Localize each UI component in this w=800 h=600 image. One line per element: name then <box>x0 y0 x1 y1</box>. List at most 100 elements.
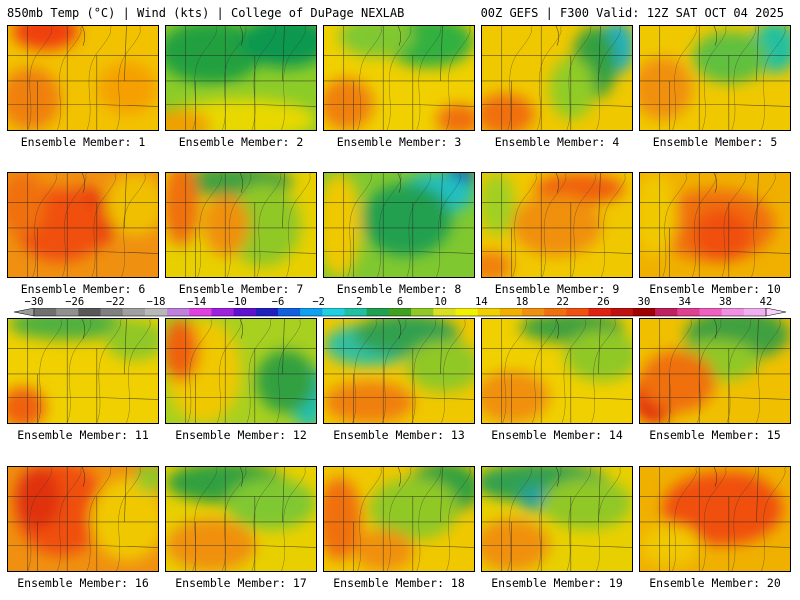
colorbar-swatch <box>677 308 700 316</box>
colorbar-swatch <box>233 308 257 316</box>
temperature-map <box>323 172 475 278</box>
ensemble-member-label: Ensemble Member: 7 <box>178 282 304 296</box>
state-boundaries <box>640 467 790 571</box>
colorbar-tick-label: 14 <box>475 296 488 308</box>
ensemble-panel-8: Ensemble Member: 8 <box>323 172 475 296</box>
temperature-region <box>256 350 316 413</box>
ensemble-panel-10: Ensemble Member: 10 <box>639 172 791 296</box>
temperature-region <box>226 477 316 530</box>
wind-contours <box>352 319 467 423</box>
state-boundaries <box>166 319 316 423</box>
colorbar-tick-label: −10 <box>227 296 247 308</box>
temperature-region <box>15 467 61 530</box>
ensemble-member-label: Ensemble Member: 19 <box>491 576 623 590</box>
colorbar-swatch <box>411 308 434 316</box>
state-boundaries <box>482 173 632 277</box>
ensemble-member-label: Ensemble Member: 16 <box>17 576 149 590</box>
wind-contours <box>347 173 462 277</box>
wind-contours <box>192 26 307 130</box>
ensemble-member-label: Ensemble Member: 18 <box>333 576 465 590</box>
state-boundaries <box>640 173 790 277</box>
ensemble-panel-11: Ensemble Member: 11 <box>7 318 159 442</box>
state-boundaries <box>166 173 316 277</box>
ensemble-member-label: Ensemble Member: 2 <box>178 135 304 149</box>
temperature-region <box>640 350 715 413</box>
colorbar-tick-label: −22 <box>105 296 125 308</box>
colorbar-swatch <box>300 308 323 316</box>
temperature-region <box>564 329 632 382</box>
colorbar-swatch <box>189 308 212 316</box>
colorbar-swatch <box>433 308 456 316</box>
colorbar-swatch <box>78 308 102 316</box>
colorbar-tick-label: −26 <box>65 296 85 308</box>
ensemble-member-label: Ensemble Member: 12 <box>175 428 307 442</box>
ensemble-panel-9: Ensemble Member: 9 <box>481 172 633 296</box>
temperature-region <box>662 472 783 545</box>
temperature-region <box>512 193 602 257</box>
colorbar-swatch <box>167 308 190 316</box>
temperature-region <box>640 173 678 257</box>
wind-contours <box>512 173 627 277</box>
wind-contours <box>357 26 472 130</box>
temperature-region <box>166 173 199 246</box>
state-boundaries <box>482 319 632 423</box>
temperature-region <box>692 31 768 84</box>
temperature-region <box>226 183 301 267</box>
title-right: 00Z GEFS | F300 Valid: 12Z SAT OCT 04 20… <box>480 6 784 20</box>
temperature-map <box>7 318 159 424</box>
ensemble-member-label: Ensemble Member: 9 <box>494 282 620 296</box>
ensemble-panel-5: Ensemble Member: 5 <box>639 25 791 149</box>
ensemble-member-label: Ensemble Member: 11 <box>17 428 149 442</box>
ensemble-panel-4: Ensemble Member: 4 <box>481 25 633 149</box>
ensemble-panel-7: Ensemble Member: 7 <box>165 172 317 296</box>
temperature-region <box>166 109 211 130</box>
state-boundaries <box>324 319 474 423</box>
colorbar-swatch <box>56 308 79 316</box>
ensemble-member-label: Ensemble Member: 8 <box>336 282 462 296</box>
ensemble-panel-18: Ensemble Member: 18 <box>323 466 475 590</box>
temperature-region <box>8 386 46 423</box>
temperature-region <box>12 26 79 50</box>
temperature-map <box>7 466 159 572</box>
state-boundaries <box>482 26 632 130</box>
ensemble-member-label: Ensemble Member: 20 <box>649 576 781 590</box>
wind-contours <box>27 467 142 571</box>
colorbar-swatch <box>388 308 412 316</box>
ensemble-member-label: Ensemble Member: 13 <box>333 428 465 442</box>
colorbar-swatch <box>255 308 279 316</box>
colorbar-swatch <box>566 308 590 316</box>
temperature-map <box>7 172 159 278</box>
state-boundaries <box>8 319 158 423</box>
temperature-region <box>640 57 693 120</box>
ensemble-member-label: Ensemble Member: 4 <box>494 135 620 149</box>
colorbar-arrow-right <box>765 308 787 317</box>
temperature-region <box>482 251 512 277</box>
temperature-region <box>406 339 474 392</box>
colorbar-tick-label: 10 <box>434 296 447 308</box>
colorbar-swatch <box>721 308 745 316</box>
colorbar-tick-label: −6 <box>271 296 285 308</box>
title-left: 850mb Temp (°C) | Wind (kts) | College o… <box>7 6 405 20</box>
ensemble-panel-20: Ensemble Member: 20 <box>639 466 791 590</box>
temperature-map <box>639 25 791 131</box>
state-boundaries <box>8 173 158 277</box>
colorbar-swatch <box>100 308 124 316</box>
temperature-map <box>481 25 633 131</box>
temperature-map <box>165 318 317 424</box>
wind-contours <box>27 26 142 130</box>
wind-contours <box>357 467 472 571</box>
temperature-map <box>7 25 159 131</box>
colorbar-tick-label: 34 <box>678 296 691 308</box>
temperature-map <box>481 172 633 278</box>
ensemble-member-label: Ensemble Member: 6 <box>20 282 146 296</box>
colorbar-swatch <box>544 308 567 316</box>
colorbar-tick-label: 30 <box>637 296 651 308</box>
temperature-region <box>135 467 158 493</box>
state-boundaries <box>640 26 790 130</box>
temperature-region <box>436 104 474 130</box>
temperature-map <box>323 466 475 572</box>
colorbar-tick-label: −2 <box>312 296 325 308</box>
colorbar-tick-label: 42 <box>759 296 773 308</box>
colorbar-tick-label: 18 <box>515 296 529 308</box>
temperature-map <box>165 25 317 131</box>
